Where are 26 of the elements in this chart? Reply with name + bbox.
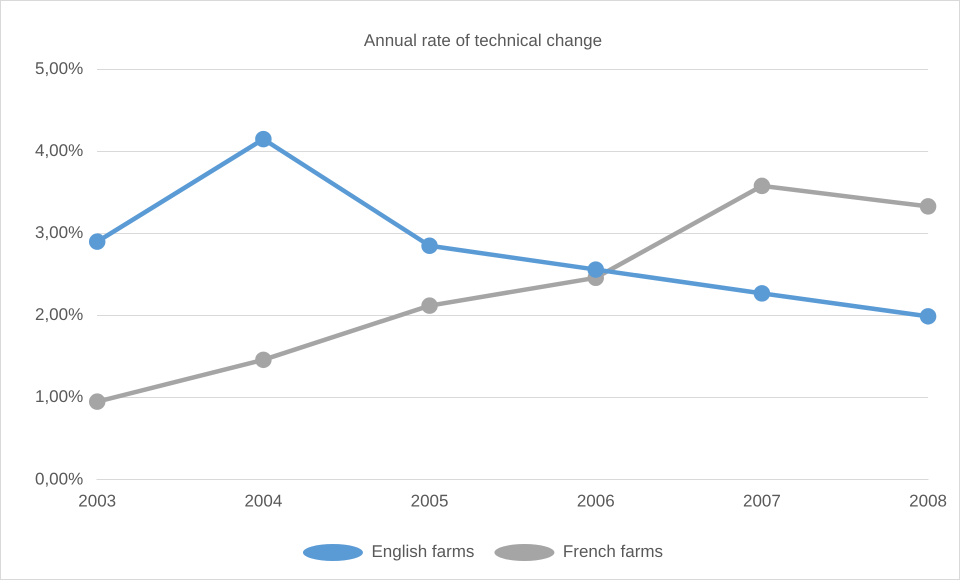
point [920,198,936,215]
point [255,352,272,368]
point [754,178,770,194]
point [587,261,604,278]
point [88,233,106,250]
y-tick-label: 5,00% [35,59,84,78]
chart-title: Annual rate of technical change [364,30,602,50]
point [421,297,438,314]
point [920,308,936,325]
y-tick-label: 4,00% [35,141,84,160]
x-tick-label: 2003 [78,491,116,510]
point [754,285,770,302]
point [421,238,438,254]
y-tick-label: 3,00% [35,223,84,242]
x-tick-label: 2008 [909,491,948,510]
y-tick-label: 1,00% [35,387,84,406]
y-tick-label: 2,00% [35,305,84,324]
point [88,393,106,410]
x-tick-label: 2004 [244,491,282,510]
legend-label: French farms [562,542,664,562]
y-tick-label: 0,00% [35,469,84,488]
x-tick-label: 2007 [743,491,781,510]
x-tick-label: 2005 [410,491,448,510]
legend-label: English farms [371,542,474,562]
point [255,130,272,148]
x-tick-label: 2006 [576,491,615,510]
